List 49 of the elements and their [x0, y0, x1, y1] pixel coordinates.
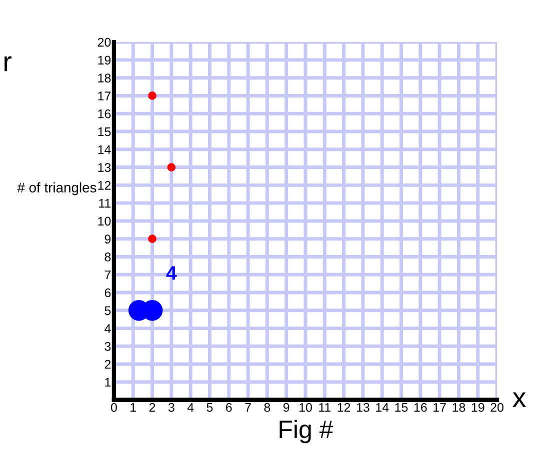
y-tick-label: 5	[104, 306, 111, 316]
annotation: 4	[166, 266, 177, 280]
x-tick-label: 8	[264, 402, 270, 412]
x-tick-label: 10	[299, 402, 312, 412]
y-axis-title: # of triangles	[17, 182, 96, 196]
x-axis-title: Fig #	[280, 420, 334, 444]
x-tick-label: 1	[130, 403, 136, 412]
y-tick-label: 10	[98, 216, 111, 226]
y-tick-label: 2	[104, 360, 111, 369]
x-tick-label: 9	[283, 402, 290, 412]
y-tick-label: 20	[98, 38, 111, 47]
x-tick-label: 11	[319, 403, 331, 412]
y-tick-label: 9	[104, 234, 111, 244]
x-tick-label: 4	[187, 403, 194, 412]
y-tick-label: 16	[98, 109, 111, 118]
y-tick-label: 17	[98, 92, 111, 100]
y-tick-label: 19	[98, 56, 111, 65]
x-tick-label: 15	[395, 403, 408, 412]
x-tick-label: 6	[226, 402, 232, 412]
x-tick-label: 7	[245, 403, 251, 412]
x-tick-label: 18	[452, 402, 466, 412]
y-tick-label: 11	[99, 199, 111, 208]
y-tick-label: 8	[104, 252, 111, 262]
x-tick-label: 12	[338, 402, 350, 412]
y-tick-label: 1	[105, 378, 111, 387]
x-tick-label: 20	[490, 402, 504, 412]
y-tick-label: 13	[98, 163, 111, 172]
y-tick-label: 7	[104, 270, 111, 280]
y-tick-label: 15	[98, 127, 111, 136]
y-tick-label: 4	[104, 324, 111, 333]
y-tick-label: 18	[98, 74, 111, 82]
text: r	[4, 56, 12, 72]
x-tick-label: 13	[356, 402, 370, 412]
y-tick-label: 12	[98, 180, 111, 190]
x-tick-label: 5	[206, 403, 213, 412]
y-tick-label: 14	[98, 145, 111, 154]
x-tick-label: 17	[434, 403, 446, 412]
point	[148, 234, 156, 244]
x-tick-label: 2	[149, 402, 156, 412]
y-tick-label: 3	[104, 342, 111, 351]
x-tick-label: 3	[168, 402, 174, 412]
y-tick-label: 6	[104, 288, 111, 298]
x-tick-label: 14	[376, 403, 389, 412]
point	[167, 163, 176, 172]
text: x	[512, 392, 526, 408]
x-tick-label: 19	[472, 402, 484, 412]
point	[148, 92, 156, 100]
x-tick-label: 16	[414, 402, 427, 412]
x-tick-label: 0	[110, 402, 117, 412]
